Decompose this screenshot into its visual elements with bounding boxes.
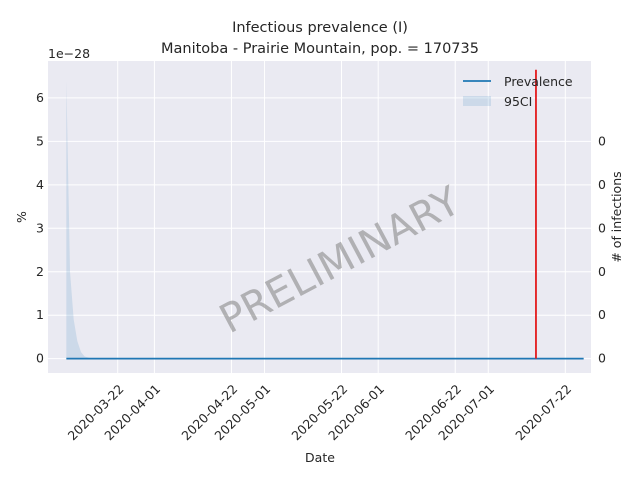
chart-title-line1: Infectious prevalence (I): [232, 20, 408, 36]
y-axis-right-ticks: 0 0 0 0 0 0: [598, 133, 606, 365]
legend: Prevalence 95CI: [463, 74, 573, 109]
y-tick-label: 2: [36, 264, 44, 279]
plot-area: [48, 61, 591, 373]
y-tick-label: 5: [36, 133, 44, 148]
y-right-tick-label: 0: [598, 307, 606, 322]
x-axis-label: Date: [305, 450, 335, 465]
y-right-tick-label: 0: [598, 220, 606, 235]
legend-swatch-95ci: [463, 96, 491, 106]
y-tick-label: 3: [36, 220, 44, 235]
x-tick-label: 2020-07-22: [512, 381, 574, 443]
y-offset-text: 1e−28: [48, 46, 90, 61]
y-right-tick-label: 0: [598, 351, 606, 366]
y-axis-right-label: # of infections: [609, 171, 624, 262]
y-axis-label: %: [14, 211, 29, 223]
legend-label-prevalence: Prevalence: [504, 74, 573, 89]
y-tick-label: 4: [36, 177, 44, 192]
y-tick-label: 6: [36, 90, 44, 105]
y-axis-ticks: 0 1 2 3 4 5 6: [36, 90, 44, 366]
legend-label-95ci: 95CI: [504, 94, 532, 109]
y-tick-label: 1: [36, 307, 44, 322]
y-right-tick-label: 0: [598, 264, 606, 279]
y-right-tick-label: 0: [598, 133, 606, 148]
y-right-tick-label: 0: [598, 177, 606, 192]
y-tick-label: 0: [36, 351, 44, 366]
chart-title-line2: Manitoba - Prairie Mountain, pop. = 1707…: [161, 41, 479, 57]
